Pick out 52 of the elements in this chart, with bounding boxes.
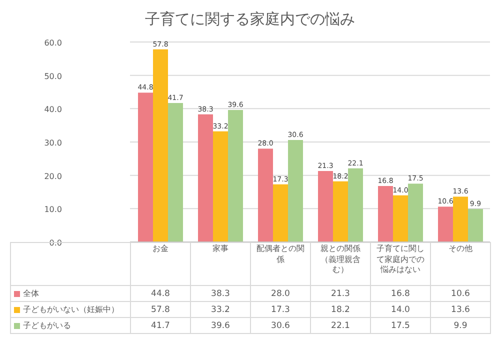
data-label: 9.9 — [454, 320, 468, 332]
text: 50.0 — [44, 72, 62, 81]
x-tick-label: 親との関係（義理親含む） — [320, 244, 362, 276]
text: 60.0 — [44, 38, 62, 48]
x-tick-label: 配偶者との関係 — [256, 244, 306, 265]
x-tick-label: 家事 — [212, 244, 228, 254]
legend-label: 子どもがいない（妊娠中） — [23, 304, 119, 316]
bar — [408, 184, 423, 242]
data-label: 28.0 — [271, 288, 290, 300]
text: 10.0 — [44, 205, 62, 214]
bar — [228, 110, 243, 242]
x-tick-label: 子育てに関して家庭内での悩みはない — [376, 244, 426, 276]
bar — [258, 148, 273, 242]
chart-title: 子育てに関する家庭内での悩み — [145, 10, 355, 28]
bar — [468, 209, 483, 242]
data-label: 21.3 — [331, 288, 350, 300]
data-label: 57.8 — [151, 304, 170, 316]
data-label: 38.3 — [211, 288, 230, 300]
data-label: 14.0 — [391, 304, 410, 316]
data-label: 17.3 — [271, 304, 290, 316]
bar — [453, 196, 468, 242]
bar — [318, 171, 333, 242]
text: 30.0 — [44, 138, 62, 148]
bar — [378, 186, 393, 242]
bar — [288, 140, 303, 242]
bar — [393, 195, 408, 242]
bar — [168, 103, 183, 242]
bar — [198, 114, 213, 242]
bar — [333, 181, 348, 242]
bar — [438, 206, 453, 242]
legend-label: 子どもがいる — [23, 320, 71, 332]
bar — [213, 131, 228, 242]
data-label: 16.8 — [391, 288, 410, 300]
data-label: 18.2 — [331, 304, 350, 316]
bar — [348, 168, 363, 242]
data-label: 13.6 — [451, 304, 470, 316]
text: 40.0 — [44, 105, 62, 114]
data-label: 17.5 — [391, 320, 410, 332]
data-label: 10.6 — [451, 288, 470, 300]
data-label: 22.1 — [331, 320, 350, 332]
text: 20.0 — [44, 172, 62, 181]
x-tick-label: その他 — [448, 244, 472, 254]
data-label: 39.6 — [211, 320, 230, 332]
bar — [273, 184, 288, 242]
data-label: 33.2 — [211, 304, 230, 316]
data-label: 30.6 — [271, 320, 290, 332]
data-label: 41.7 — [151, 320, 170, 332]
x-tick-label: お金 — [152, 244, 168, 254]
data-label: 44.8 — [151, 288, 170, 300]
bar — [138, 92, 153, 242]
legend-label: 全体 — [23, 288, 39, 300]
bar — [153, 49, 168, 242]
